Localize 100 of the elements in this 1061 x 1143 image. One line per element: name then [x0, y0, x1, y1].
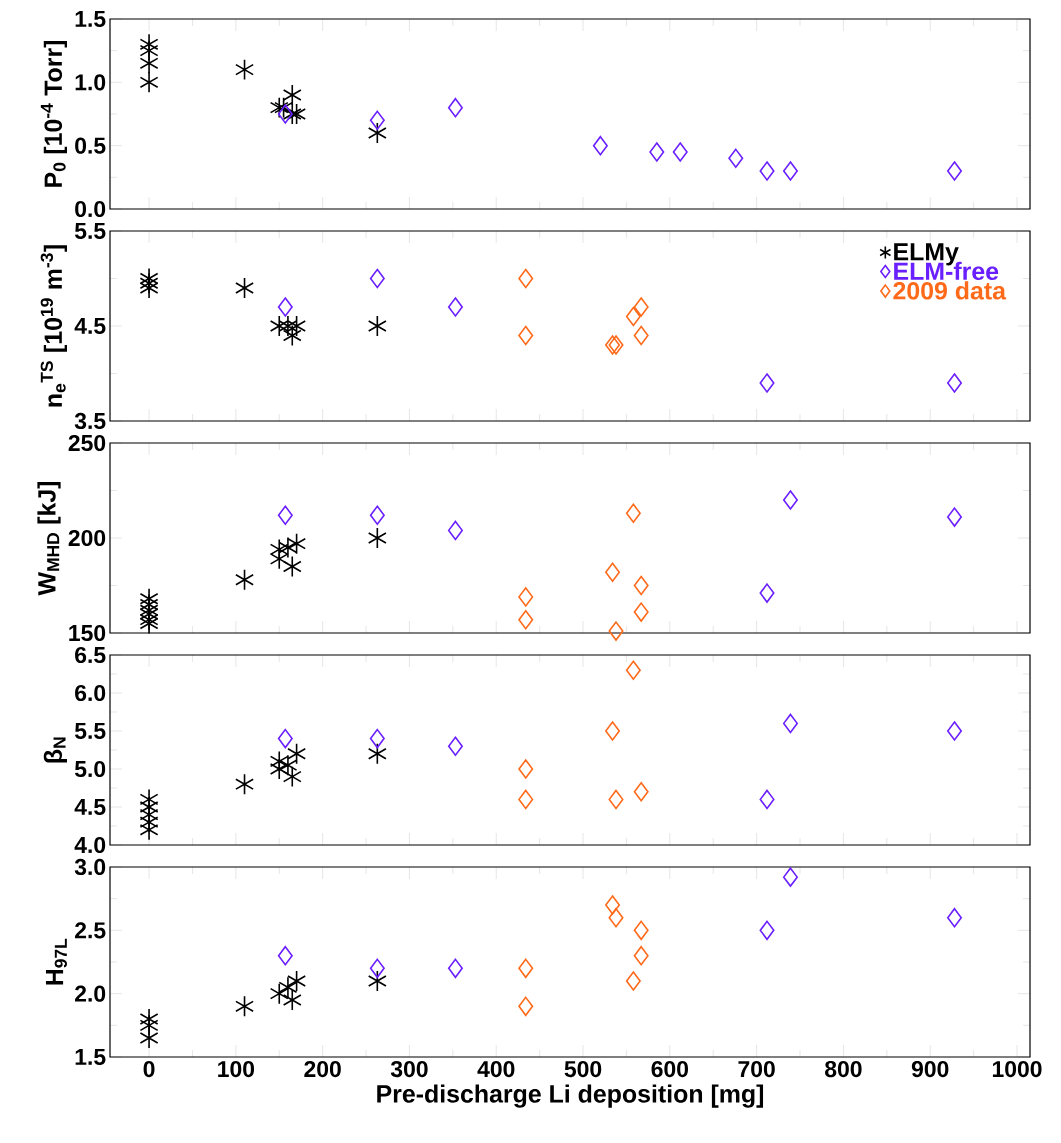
- y-tick-label: 150: [69, 624, 106, 642]
- point: [139, 1027, 159, 1049]
- point: [369, 110, 385, 131]
- point: [282, 555, 302, 578]
- point: [605, 895, 621, 915]
- point: [277, 728, 293, 749]
- x-tick-label: 900: [911, 1060, 949, 1078]
- point: [625, 660, 641, 680]
- point: [605, 721, 621, 741]
- point: [282, 765, 302, 788]
- point: [139, 819, 159, 841]
- point: [518, 587, 534, 607]
- point: [139, 277, 159, 299]
- point: [782, 867, 798, 887]
- x-tick-label: 1000: [992, 1060, 1042, 1078]
- y-tick-label: 2.5: [75, 922, 106, 939]
- x-tick-label: 100: [218, 1060, 255, 1078]
- point: [759, 373, 775, 393]
- legend-label: 2009 data: [893, 281, 1007, 300]
- x-axis-title: Pre-discharge Li deposition [mg]: [377, 1084, 764, 1108]
- point: [946, 907, 963, 928]
- x-tick-label: 700: [738, 1060, 775, 1078]
- point: [269, 538, 289, 561]
- point: [759, 920, 775, 941]
- x-tick-label: 300: [390, 1060, 428, 1078]
- point: [367, 122, 387, 144]
- point: [269, 315, 289, 337]
- point: [282, 324, 302, 347]
- y-tick-label: 6.0: [75, 684, 106, 702]
- point: [633, 575, 649, 596]
- point: [625, 503, 641, 524]
- point: [782, 713, 798, 734]
- point: [946, 721, 963, 741]
- x-tick-label: 400: [477, 1060, 515, 1078]
- point: [269, 982, 289, 1005]
- point: [447, 520, 463, 541]
- y-tick-label: 0.0: [75, 200, 106, 218]
- y-axis-title: n$_{e}$$^{TS}$ [10$^{19}$ m$^{-3}$]: [40, 245, 67, 407]
- y-tick-label: 1.0: [75, 74, 106, 91]
- point: [728, 148, 744, 169]
- point: [518, 958, 534, 979]
- point: [759, 161, 775, 181]
- y-axis-title: H$_{97L}$: [45, 938, 67, 985]
- y-tick-label: 1.5: [75, 10, 106, 27]
- point: [269, 96, 289, 119]
- x-tick-label: 200: [304, 1060, 341, 1078]
- point: [592, 135, 608, 156]
- point: [139, 52, 159, 75]
- point: [447, 736, 463, 756]
- y-tick-label: 6.5: [75, 646, 106, 664]
- point: [367, 527, 387, 549]
- point: [235, 277, 254, 299]
- y-axis-title: W$_{MHD}$ [kJ]: [37, 481, 61, 596]
- point: [235, 569, 254, 591]
- point: [946, 507, 963, 527]
- y-tick-label: 250: [68, 434, 106, 452]
- y-tick-label: 5.0: [74, 760, 106, 778]
- point: [946, 373, 963, 393]
- point: [447, 297, 463, 317]
- point: [608, 789, 624, 810]
- point: [369, 728, 385, 749]
- point: [235, 995, 254, 1018]
- point: [235, 58, 254, 81]
- point: [287, 532, 307, 555]
- point: [277, 505, 293, 525]
- point: [274, 96, 294, 119]
- point: [633, 945, 649, 966]
- point: [369, 958, 385, 979]
- point: [277, 104, 293, 124]
- point: [633, 297, 649, 317]
- point: [278, 315, 298, 337]
- point: [367, 315, 387, 337]
- y-tick-label: 5.5: [74, 223, 106, 239]
- y-tick-label: 0.5: [75, 137, 106, 154]
- point: [605, 562, 621, 582]
- y-tick-label: 4.5: [74, 799, 106, 815]
- point: [672, 142, 688, 162]
- x-tick-label: 600: [651, 1060, 688, 1078]
- y-axis-title: β$_{N}$: [43, 737, 67, 763]
- point: [287, 743, 307, 765]
- point: [518, 325, 534, 346]
- point: [608, 621, 624, 641]
- point: [277, 945, 293, 966]
- point: [287, 103, 307, 125]
- point: [518, 609, 534, 630]
- point: [447, 958, 463, 979]
- y-tick-label: 3.0: [74, 858, 106, 876]
- point: [369, 505, 385, 525]
- point: [447, 97, 463, 118]
- y-tick-label: 4.5: [74, 318, 106, 334]
- x-tick-label: 0: [143, 1060, 155, 1078]
- point: [369, 268, 385, 289]
- point: [277, 297, 293, 317]
- point: [633, 602, 649, 622]
- point: [518, 268, 534, 289]
- y-tick-label: 200: [68, 529, 106, 547]
- point: [518, 759, 534, 779]
- y-tick-label: 2.0: [75, 985, 106, 1002]
- point: [287, 315, 307, 337]
- point: [518, 996, 534, 1017]
